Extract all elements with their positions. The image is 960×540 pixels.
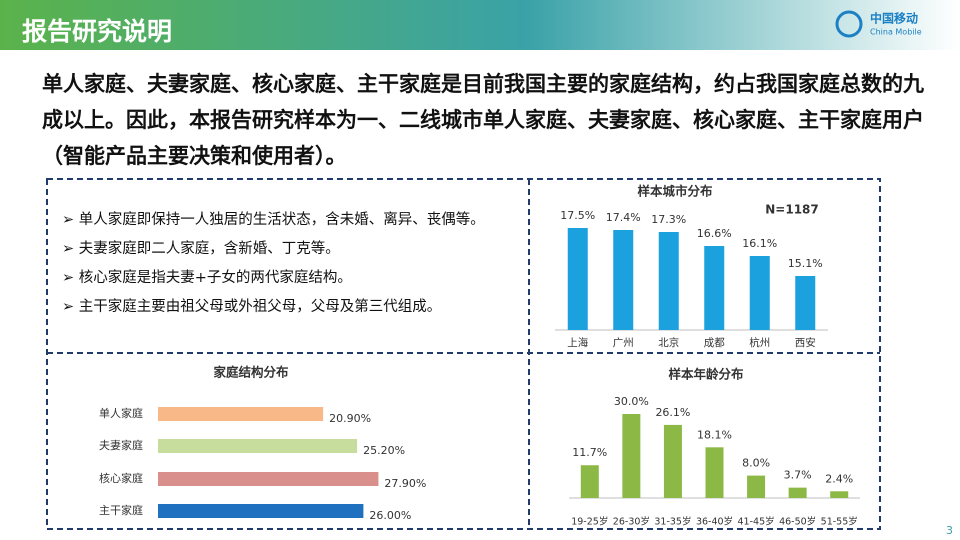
bar bbox=[158, 439, 357, 453]
x-tick-label: 杭州 bbox=[749, 336, 770, 349]
bar bbox=[795, 276, 815, 330]
value-label: 25.20% bbox=[363, 444, 405, 457]
value-label: 8.0% bbox=[742, 457, 770, 470]
bullet-list: 单人家庭即保持一人独居的生活状态，含未婚、离异、丧偶等。 夫妻家庭即二人家庭，含… bbox=[62, 208, 485, 324]
value-label: 18.1% bbox=[697, 428, 732, 441]
value-label: 26.1% bbox=[655, 406, 690, 419]
bar bbox=[158, 407, 323, 421]
logo-text-en: China Mobile bbox=[870, 28, 922, 37]
value-label: 26.00% bbox=[369, 509, 411, 522]
bar bbox=[789, 488, 807, 498]
value-label: 17.5% bbox=[560, 209, 595, 222]
bar bbox=[830, 491, 848, 498]
y-tick-label: 单人家庭 bbox=[99, 406, 143, 420]
x-tick-label: 成都 bbox=[704, 337, 725, 349]
value-label: 16.6% bbox=[697, 227, 732, 240]
bar bbox=[706, 447, 724, 498]
page-number: 3 bbox=[946, 524, 953, 537]
bar bbox=[747, 476, 765, 498]
bar bbox=[664, 425, 682, 498]
bullet: 单人家庭即保持一人独居的生活状态，含未婚、离异、丧偶等。 bbox=[62, 208, 485, 237]
bullet: 主干家庭主要由祖父母或外祖父母，父母及第三代组成。 bbox=[62, 295, 485, 324]
y-tick-label: 夫妻家庭 bbox=[99, 438, 143, 452]
bar bbox=[622, 414, 640, 498]
x-tick-label: 31-35岁 bbox=[654, 516, 691, 528]
x-tick-label: 46-50岁 bbox=[779, 516, 816, 528]
x-tick-label: 51-55岁 bbox=[821, 516, 858, 528]
header-title: 报告研究说明 bbox=[22, 17, 172, 46]
value-label: 16.1% bbox=[742, 237, 777, 250]
bar bbox=[568, 228, 588, 330]
value-label: 11.7% bbox=[572, 446, 607, 459]
bar bbox=[659, 232, 679, 330]
y-tick-label: 核心家庭 bbox=[99, 471, 143, 485]
annotation: N=1187 bbox=[765, 203, 819, 217]
bar bbox=[158, 472, 378, 486]
bullet: 核心家庭是指夫妻+子女的两代家庭结构。 bbox=[62, 266, 485, 295]
logo-text: 中国移动 bbox=[870, 11, 918, 26]
value-label: 17.4% bbox=[606, 211, 641, 224]
bar bbox=[750, 256, 770, 330]
bullet: 夫妻家庭即二人家庭，含新婚、丁克等。 bbox=[62, 237, 485, 266]
chart-title: 样本城市分布 bbox=[637, 184, 713, 199]
x-tick-label: 广州 bbox=[613, 337, 634, 349]
x-tick-label: 26-30岁 bbox=[613, 516, 650, 528]
bar bbox=[158, 504, 363, 518]
bar bbox=[613, 230, 633, 330]
x-tick-label: 36-40岁 bbox=[696, 516, 733, 528]
x-tick-label: 上海 bbox=[567, 336, 588, 349]
bar bbox=[704, 246, 724, 330]
value-label: 20.90% bbox=[329, 412, 371, 425]
bar bbox=[581, 465, 599, 498]
value-label: 30.0% bbox=[614, 395, 649, 408]
value-label: 15.1% bbox=[788, 257, 823, 270]
value-label: 17.3% bbox=[651, 213, 686, 226]
x-tick-label: 北京 bbox=[658, 336, 679, 349]
chart-title: 样本年龄分布 bbox=[668, 367, 744, 382]
chart-title: 家庭结构分布 bbox=[213, 365, 289, 380]
value-label: 3.7% bbox=[784, 469, 812, 482]
value-label: 2.4% bbox=[825, 472, 853, 485]
value-label: 27.90% bbox=[384, 477, 426, 490]
intro: 单人家庭、夫妻家庭、核心家庭、主干家庭是目前我国主要的家庭结构，约占我国家庭总数… bbox=[42, 66, 926, 174]
x-tick-label: 19-25岁 bbox=[571, 516, 608, 528]
x-tick-label: 41-45岁 bbox=[738, 516, 775, 528]
x-tick-label: 西安 bbox=[795, 336, 816, 349]
y-tick-label: 主干家庭 bbox=[99, 503, 143, 517]
